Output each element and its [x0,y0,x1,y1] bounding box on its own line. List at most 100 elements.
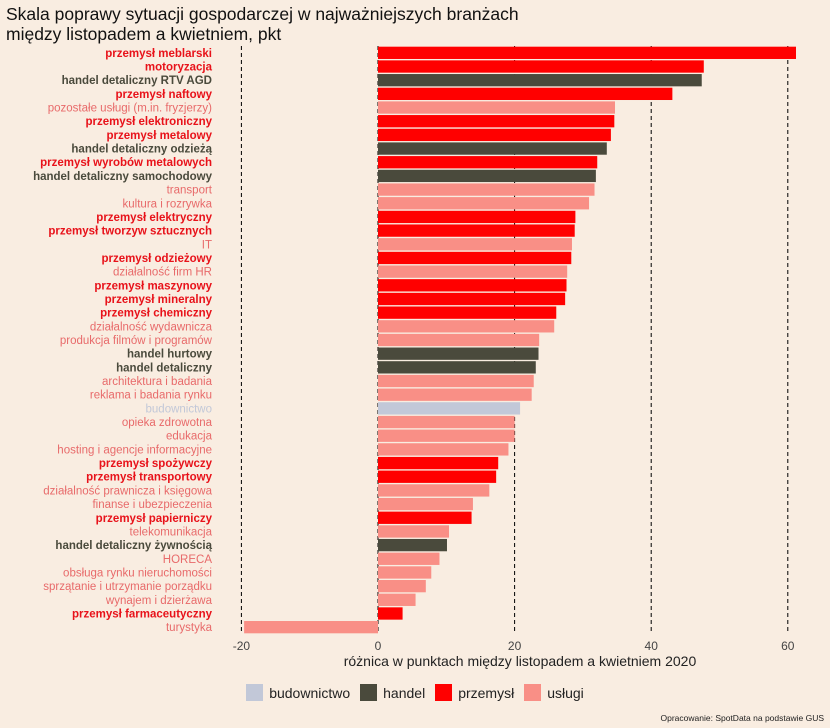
bar [378,429,515,442]
x-tick-label: 60 [781,639,795,653]
category-label: przemysł chemiczny [100,308,212,320]
legend-label-uslugi: usługi [547,684,584,701]
x-tick-label: 20 [508,639,522,653]
category-label: architektura i badania [102,376,213,388]
bar [378,374,534,388]
bar [378,538,447,552]
bar [378,443,509,456]
category-label: przemysł mineralny [105,294,213,306]
category-label: finanse i ubezpieczenia [92,499,212,511]
category-label: handel detaliczny samochodowy [33,171,213,183]
bar [378,415,515,429]
bar [378,292,566,306]
category-label: transport [167,185,213,197]
category-label: przemysł elektroniczny [85,116,212,128]
bar [378,388,532,401]
bar [378,197,590,210]
category-label: przemysł transportowy [86,472,212,484]
legend-swatch-handel [360,684,378,701]
bar [378,607,403,620]
category-label: kultura i rozrywka [123,198,213,210]
category-label: przemysł odzieżowy [101,253,212,265]
bar [378,87,673,101]
bar [378,511,472,524]
bar [378,470,497,483]
bar [378,183,595,196]
category-label: przemysł papierniczy [96,513,213,525]
x-tick-label: 0 [375,639,382,653]
bar [378,265,568,278]
category-label: działalność prawnicza i księgowa [43,485,212,497]
chart-title-line-2: między listopadem a kwietniem, pkt [6,24,282,44]
legend-swatch-uslugi [524,684,542,701]
bar [378,456,499,470]
bar [378,593,416,606]
category-label: przemysł spożywczy [99,458,213,470]
chart-legend: budownictwo handel przemysł usługi [0,684,830,701]
bar [378,251,572,265]
bar [378,156,598,169]
legend-swatch-przemysl [435,684,453,701]
category-label: działalność firm HR [113,267,212,279]
x-tick-label: -20 [233,639,251,653]
bar [378,361,536,374]
bar [378,169,596,183]
bar [378,224,575,237]
bar [378,552,440,565]
x-axis-title: różnica w punktach między listopadem a k… [344,653,697,669]
bar [378,142,607,155]
legend-label-budownictwo: budownictwo [269,684,351,701]
bar [378,579,426,593]
category-label: turystyka [166,622,213,634]
legend-swatch-budownictwo [246,684,264,701]
bar [378,320,555,333]
legend-item-handel: handel [360,684,425,701]
bar [378,347,539,360]
category-label: edukacja [166,431,213,443]
category-label: produkcja filmów i programów [60,335,213,347]
category-label: przemysł maszynowy [94,280,212,292]
category-label: pozostałe usługi (m.in. fryzjerzy) [48,103,212,115]
category-label: handel hurtowy [127,349,213,361]
bar [378,484,490,497]
category-label: obsługa rynku nieruchomości [63,567,212,579]
category-label: handel detaliczny żywnością [55,540,212,552]
bar [378,566,432,579]
category-label: przemysł naftowy [116,89,213,101]
category-label: wynajem i dzierżawa [105,595,213,607]
category-label: HORECA [163,554,213,566]
category-label: motoryzacja [145,62,213,74]
bar [378,525,450,538]
legend-label-przemysl: przemysł [458,684,515,701]
legend-item-uslugi: usługi [524,684,584,701]
bar [378,279,567,292]
legend-label-handel: handel [383,684,426,701]
bar [378,333,540,347]
category-label: przemysł metalowy [107,130,213,142]
category-label: przemysł tworzyw sztucznych [48,226,212,238]
x-tick-label: 40 [645,639,659,653]
category-label: handel detaliczny [116,362,212,374]
category-label: działalność wydawnicza [90,321,213,333]
category-label: sprzątanie i utrzymanie porządku [43,581,212,593]
category-label: przemysł farmaceutyczny [72,608,213,620]
bar [378,60,704,73]
bar [378,238,572,251]
bar [378,101,616,114]
source-note: Opracowanie: SpotData na podstawie GUS [660,713,824,723]
category-label: przemysł meblarski [105,48,212,60]
category-label: telekomunikacja [130,526,213,538]
bar [378,306,557,319]
bar [378,46,796,59]
bar [378,128,611,142]
legend-item-budownictwo: budownictwo [246,684,350,701]
bar [378,497,473,511]
bar [378,74,702,87]
category-label: przemysł elektryczny [96,212,212,224]
category-label: przemysł wyrobów metalowych [40,157,212,169]
category-label: reklama i badania rynku [90,390,212,402]
bar [378,210,576,224]
category-label: opieka zdrowotna [122,417,213,429]
category-label: handel detaliczny RTV AGD [62,75,212,87]
